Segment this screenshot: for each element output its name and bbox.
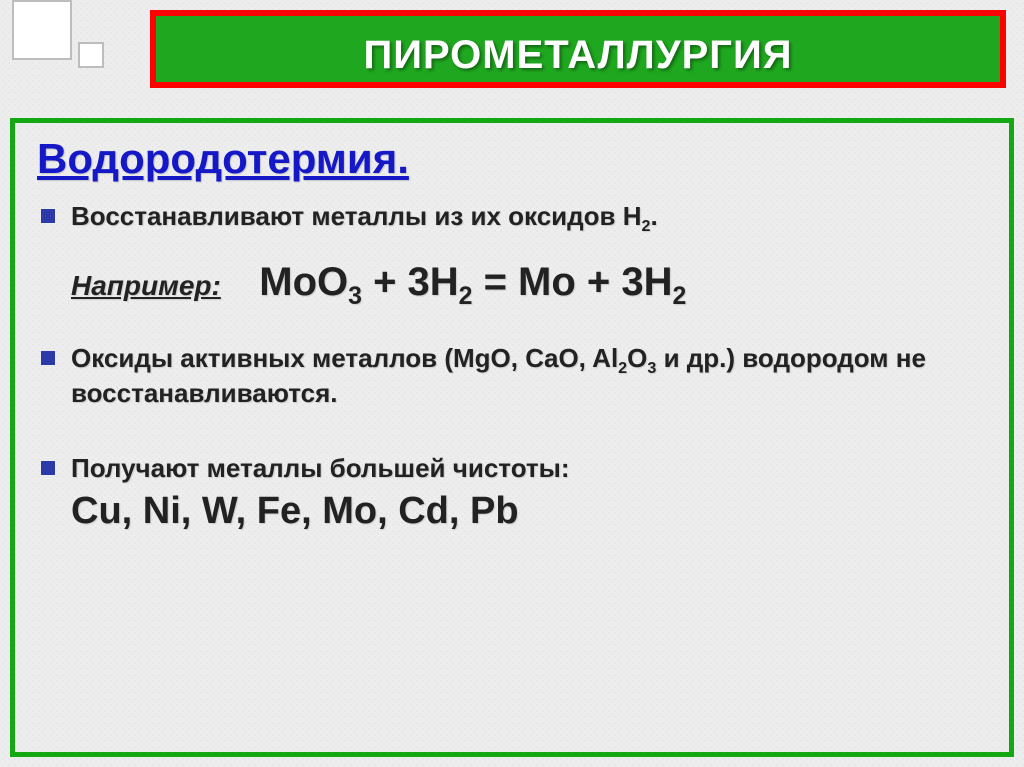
metals-list: Cu, Ni, W, Fe, Mo, Cd, Pb [71,490,519,532]
corner-decor [12,0,172,92]
eq-part: MoO [259,260,348,304]
section-heading: Водородотермия. [37,135,987,183]
decor-square-small [78,42,104,68]
bullet-list: Восстанавливают металлы из их оксидов H2… [37,199,987,234]
subscript: 3 [348,283,362,310]
subscript: 2 [459,283,473,310]
eq-part: + 3H [362,260,459,304]
example-row: Например: MoO3 + 3H2 = Mo + 3H2 [71,260,987,305]
bullet-text: . [650,201,657,231]
subscript: 2 [618,359,627,377]
list-item: Восстанавливают металлы из их оксидов H2… [37,199,987,234]
chemical-equation: MoO3 + 3H2 = Mo + 3H2 [259,260,686,304]
list-item: Получают металлы большей чистоты: Cu, Ni… [37,451,987,537]
eq-part: = Mo + 3H [472,260,672,304]
content-panel: Водородотермия. Восстанавливают металлы … [10,118,1014,757]
bullet-list: Оксиды активных металлов (MgO, CaO, Al2O… [37,341,987,538]
list-item: Оксиды активных металлов (MgO, CaO, Al2O… [37,341,987,411]
subscript: 2 [673,283,687,310]
bullet-text: Восстанавливают металлы из их оксидов H [71,201,642,231]
slide-title: ПИРОМЕТАЛЛУРГИЯ [150,10,1006,88]
subscript: 3 [647,359,656,377]
bullet-text: O [627,343,647,373]
bullet-text: Получают металлы большей чистоты: [71,453,570,483]
example-label: Например: [71,270,221,301]
bullet-text: Оксиды активных металлов (MgO, CaO, Al [71,343,618,373]
decor-square-large [12,0,72,60]
